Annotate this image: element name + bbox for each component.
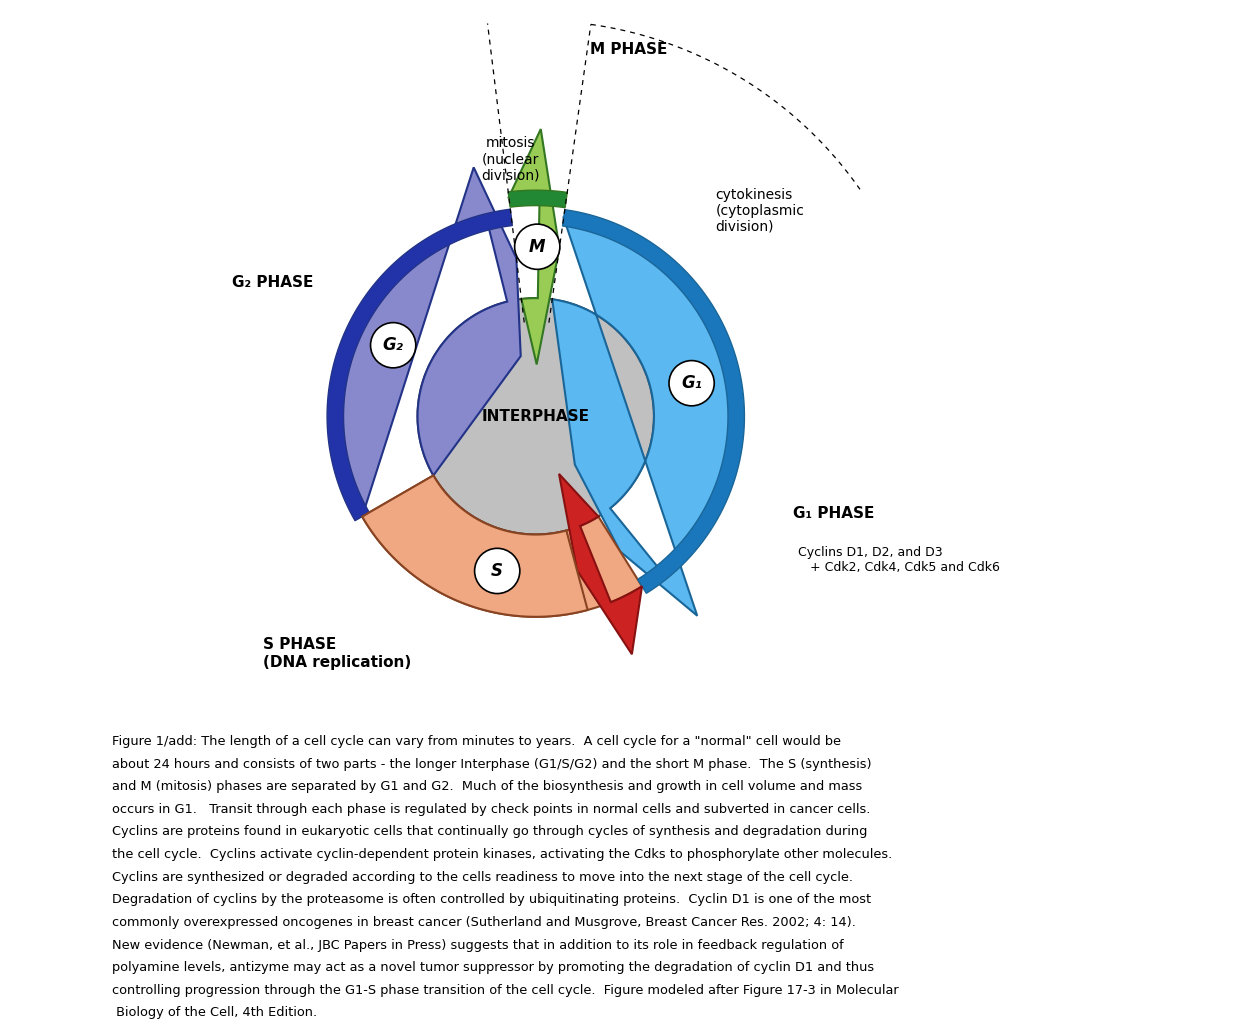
Text: Figure 1/add: The length of a cell cycle can vary from minutes to years.  A cell: Figure 1/add: The length of a cell cycle… bbox=[112, 735, 842, 748]
Text: Degradation of cyclins by the proteasome is often controlled by ubiquitinating p: Degradation of cyclins by the proteasome… bbox=[112, 893, 871, 907]
Circle shape bbox=[514, 224, 560, 269]
Text: the cell cycle.  Cyclins activate cyclin-dependent protein kinases, activating t: the cell cycle. Cyclins activate cyclin-… bbox=[112, 848, 892, 861]
Circle shape bbox=[669, 361, 714, 406]
Polygon shape bbox=[335, 168, 520, 517]
Polygon shape bbox=[362, 475, 641, 617]
Text: G₂: G₂ bbox=[383, 336, 404, 355]
Text: controlling progression through the G1-S phase transition of the cell cycle.  Fi: controlling progression through the G1-S… bbox=[112, 984, 899, 997]
Text: S PHASE
(DNA replication): S PHASE (DNA replication) bbox=[263, 637, 412, 670]
Text: commonly overexpressed oncogenes in breast cancer (Sutherland and Musgrove, Brea: commonly overexpressed oncogenes in brea… bbox=[112, 916, 857, 929]
Text: M PHASE: M PHASE bbox=[590, 41, 667, 57]
Polygon shape bbox=[328, 210, 513, 521]
Text: New evidence (Newman, et al., JBC Papers in Press) suggests that in addition to : New evidence (Newman, et al., JBC Papers… bbox=[112, 939, 844, 952]
Text: cytokinesis
(cytoplasmic
division): cytokinesis (cytoplasmic division) bbox=[716, 187, 805, 234]
Text: Cyclins are proteins found in eukaryotic cells that continually go through cycle: Cyclins are proteins found in eukaryotic… bbox=[112, 825, 868, 839]
Polygon shape bbox=[559, 474, 641, 654]
Text: M: M bbox=[529, 237, 545, 256]
Text: G₁ PHASE: G₁ PHASE bbox=[792, 507, 874, 521]
Text: Cyclins D1, D2, and D3
   + Cdk2, Cdk4, Cdk5 and Cdk6: Cyclins D1, D2, and D3 + Cdk2, Cdk4, Cdk… bbox=[798, 546, 1000, 575]
Text: about 24 hours and consists of two parts - the longer Interphase (G1/S/G2) and t: about 24 hours and consists of two parts… bbox=[112, 758, 871, 771]
Polygon shape bbox=[362, 475, 587, 617]
Polygon shape bbox=[552, 218, 737, 616]
Text: occurs in G1.   Transit through each phase is regulated by check points in norma: occurs in G1. Transit through each phase… bbox=[112, 803, 870, 816]
Circle shape bbox=[418, 298, 654, 535]
Circle shape bbox=[371, 323, 415, 368]
Polygon shape bbox=[562, 210, 744, 593]
Text: mitosis
(nuclear
division): mitosis (nuclear division) bbox=[481, 136, 539, 183]
Text: polyamine levels, antizyme may act as a novel tumor suppressor by promoting the : polyamine levels, antizyme may act as a … bbox=[112, 961, 874, 975]
Text: S: S bbox=[491, 562, 503, 580]
Polygon shape bbox=[508, 190, 567, 208]
Circle shape bbox=[475, 548, 520, 593]
Text: G₁: G₁ bbox=[681, 374, 702, 393]
Text: G₂ PHASE: G₂ PHASE bbox=[232, 276, 314, 290]
Text: Cyclins are synthesized or degraded according to the cells readiness to move int: Cyclins are synthesized or degraded acco… bbox=[112, 871, 853, 884]
Polygon shape bbox=[509, 130, 560, 365]
Text: Biology of the Cell, 4th Edition.: Biology of the Cell, 4th Edition. bbox=[112, 1006, 318, 1020]
Text: INTERPHASE: INTERPHASE bbox=[482, 409, 590, 424]
Text: and M (mitosis) phases are separated by G1 and G2.  Much of the biosynthesis and: and M (mitosis) phases are separated by … bbox=[112, 780, 863, 794]
